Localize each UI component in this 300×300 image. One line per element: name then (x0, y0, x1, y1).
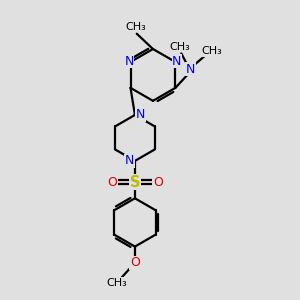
Text: O: O (130, 256, 140, 269)
Text: CH₃: CH₃ (106, 278, 127, 288)
Text: O: O (153, 176, 163, 189)
Text: N: N (136, 109, 145, 122)
Text: O: O (107, 176, 117, 189)
Text: CH₃: CH₃ (125, 22, 146, 32)
Text: CH₃: CH₃ (169, 42, 190, 52)
Text: N: N (124, 55, 134, 68)
Text: N: N (172, 55, 182, 68)
Text: N: N (186, 62, 195, 76)
Text: S: S (130, 175, 140, 190)
Text: CH₃: CH₃ (201, 46, 222, 56)
Text: N: N (125, 154, 134, 167)
